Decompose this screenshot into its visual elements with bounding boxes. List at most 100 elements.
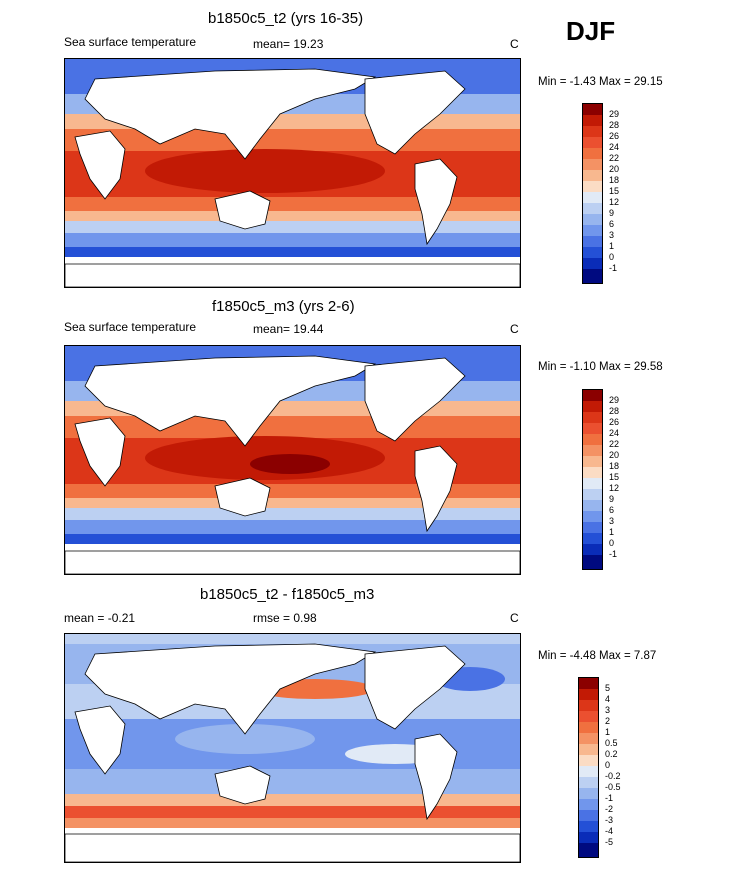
colorbar-tick-label: 1	[605, 727, 611, 737]
panel-3-colorbar-box	[579, 788, 598, 800]
panel-2-colorbar-box	[583, 412, 602, 424]
colorbar-tick-label: 4	[605, 694, 611, 704]
panel-3-colorbar-box	[579, 744, 598, 756]
colorbar-tick-label: 12	[609, 483, 620, 493]
colorbar-tick-label: 15	[609, 472, 620, 482]
panel-3-colorbar-box	[579, 733, 598, 745]
panel-3-colorbar-box	[579, 689, 598, 701]
panel-2-colorbar-box	[583, 478, 602, 490]
colorbar-tick-label: 24	[609, 142, 620, 152]
colorbar-tick-label: 18	[609, 175, 620, 185]
panel-2-minmax-label: Min = -1.10 Max = 29.58	[538, 361, 663, 373]
colorbar-tick-label: -1	[605, 793, 614, 803]
panel-1-title: b1850c5_t2 (yrs 16-35)	[208, 10, 364, 27]
panel-1-colorbar-box	[583, 236, 602, 248]
panel-3-colorbar-box	[579, 821, 598, 833]
panel-3-mean-label: mean = -0.21	[64, 611, 136, 625]
panel-2-colorbar-box	[583, 500, 602, 512]
panel-3-colorbar-box	[579, 722, 598, 734]
panel-3-colorbar-box	[579, 711, 598, 723]
panel-3-colorbar-box	[579, 766, 598, 778]
colorbar-tick-label: 28	[609, 120, 620, 130]
colorbar-tick-label: -1	[609, 263, 618, 273]
panel-3-colorbar-box	[579, 843, 598, 857]
panel-2-colorbar-box	[583, 390, 602, 402]
colorbar-tick-label: 0	[609, 252, 615, 262]
panel-2-colorbar-box	[583, 555, 602, 569]
panel-3-colorbar	[578, 677, 599, 858]
colorbar-tick-label: 2	[605, 716, 611, 726]
panel-2-colorbar-box	[583, 544, 602, 556]
panel-1-variable-label: Sea surface temperature	[64, 35, 197, 49]
panel-3-minmax-label: Min = -4.48 Max = 7.87	[538, 650, 657, 662]
colorbar-tick-label: 0	[609, 538, 615, 548]
panel-1-colorbar-box	[583, 203, 602, 215]
panel-1-colorbar-box	[583, 247, 602, 259]
panel-1-colorbar-box	[583, 225, 602, 237]
colorbar-tick-label: 28	[609, 406, 620, 416]
colorbar-tick-label: 20	[609, 164, 620, 174]
panel-3-colorbar-box	[579, 700, 598, 712]
panel-2-colorbar-box	[583, 522, 602, 534]
colorbar-tick-label: -0.2	[605, 771, 621, 781]
panel-2-title: f1850c5_m3 (yrs 2-6)	[212, 298, 355, 315]
panel-2-colorbar	[582, 389, 603, 570]
colorbar-tick-label: 9	[609, 494, 615, 504]
panel-3-title: b1850c5_t2 - f1850c5_m3	[200, 586, 375, 603]
panel-1-colorbar-labels: 29 28 26 24 22 20 18 15 12 9 6 3 1 0 -1	[609, 103, 639, 282]
colorbar-tick-label: -5	[605, 837, 614, 847]
panel-1-colorbar-box	[583, 137, 602, 149]
colorbar-tick-label: 9	[609, 208, 615, 218]
colorbar-tick-label: 6	[609, 219, 615, 229]
colorbar-tick-label: 26	[609, 417, 620, 427]
panel-2-colorbar-box	[583, 467, 602, 479]
colorbar-tick-label: 3	[609, 516, 615, 526]
panel-3-map	[64, 633, 521, 863]
panel-1-colorbar-box	[583, 258, 602, 270]
colorbar-tick-label: 29	[609, 109, 620, 119]
panel-3-colorbar-box	[579, 832, 598, 844]
panel-1-colorbar-box	[583, 126, 602, 138]
panel-1-colorbar-box	[583, 181, 602, 193]
panel-1-colorbar-box	[583, 170, 602, 182]
colorbar-tick-label: 12	[609, 197, 620, 207]
panel-3-unit-label: C	[510, 611, 519, 625]
panel-2-colorbar-box	[583, 511, 602, 523]
colorbar-tick-label: 22	[609, 153, 620, 163]
colorbar-tick-label: 29	[609, 395, 620, 405]
panel-1-map-svg	[65, 59, 520, 287]
panel-3-colorbar-box	[579, 810, 598, 822]
panel-1-colorbar-box	[583, 148, 602, 160]
colorbar-tick-label: 26	[609, 131, 620, 141]
season-label: DJF	[566, 16, 616, 46]
panel-2-unit-label: C	[510, 322, 519, 336]
colorbar-tick-label: 22	[609, 439, 620, 449]
panel-2-mean-label: mean= 19.44	[253, 322, 324, 336]
colorbar-tick-label: 0.5	[605, 738, 618, 748]
colorbar-tick-label: 24	[609, 428, 620, 438]
colorbar-tick-label: 6	[609, 505, 615, 515]
panel-2-colorbar-box	[583, 423, 602, 435]
panel-2-variable-label: Sea surface temperature	[64, 320, 197, 334]
panel-1-colorbar-box	[583, 104, 602, 116]
panel-1-map	[64, 58, 521, 288]
panel-1-mean-label: mean= 19.23	[253, 37, 324, 51]
colorbar-tick-label: 18	[609, 461, 620, 471]
panel-2-map-svg	[65, 346, 520, 574]
panel-3-colorbar-labels: 5 4 3 2 1 0.5 0.2 0 -0.2 -0.5 -1 -2 -3 -…	[605, 677, 635, 856]
panel-3-colorbar-box	[579, 755, 598, 767]
colorbar-tick-label: -4	[605, 826, 614, 836]
panel-2-colorbar-box	[583, 434, 602, 446]
colorbar-tick-label: 3	[609, 230, 615, 240]
panel-2-colorbar-labels: 29 28 26 24 22 20 18 15 12 9 6 3 1 0 -1	[609, 389, 639, 568]
colorbar-tick-label: -0.5	[605, 782, 621, 792]
colorbar-tick-label: 1	[609, 241, 615, 251]
colorbar-tick-label: 15	[609, 186, 620, 196]
panel-1-colorbar-box	[583, 269, 602, 283]
colorbar-tick-label: 0	[605, 760, 611, 770]
colorbar-tick-label: 5	[605, 683, 611, 693]
panel-2-colorbar-box	[583, 533, 602, 545]
panel-2-colorbar-box	[583, 456, 602, 468]
panel-1-unit-label: C	[510, 37, 519, 51]
colorbar-tick-label: 20	[609, 450, 620, 460]
